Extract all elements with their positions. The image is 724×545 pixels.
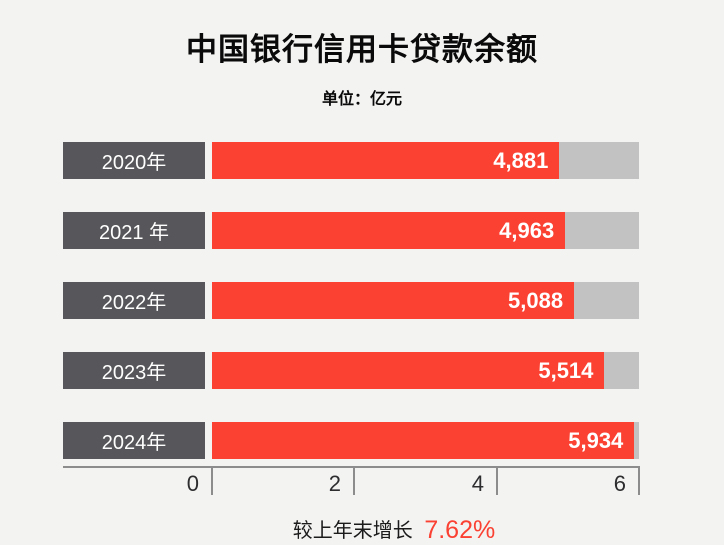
year-label-box: 2020年 xyxy=(63,142,205,179)
bar-value-label: 5,088 xyxy=(508,287,564,313)
growth-caption-text: 较上年末增长 xyxy=(292,520,413,542)
page-title: 中国银行信用卡贷款余额 xyxy=(186,32,538,67)
axis-tick xyxy=(353,468,355,495)
year-label-box: 2024年 xyxy=(63,422,205,459)
bar-2020: 4,881 xyxy=(212,142,560,179)
bar-value-label: 5,514 xyxy=(538,357,594,383)
year-label: 2023年 xyxy=(101,362,167,384)
year-label-box: 2023年 xyxy=(63,352,205,389)
bar-track: 5,088 xyxy=(212,282,639,319)
bar-row-2021: 2021 年 4,963 xyxy=(63,212,724,249)
axis-tick xyxy=(496,468,498,495)
axis-tick xyxy=(211,468,213,495)
year-label: 2024年 xyxy=(101,432,167,454)
bar-value-label: 4,881 xyxy=(493,147,549,173)
bar-2022: 5,088 xyxy=(212,282,575,319)
bar-row-2022: 2022年 5,088 xyxy=(63,282,724,319)
year-label-box: 2022年 xyxy=(63,282,205,319)
bar-2021: 4,963 xyxy=(212,212,566,249)
bar-track: 4,881 xyxy=(212,142,639,179)
bar-row-2020: 2020年 4,881 xyxy=(63,142,724,179)
axis-tick-label: 2 xyxy=(328,471,341,496)
bar-chart: 2020年 4,881 2021 年 4,963 2022年 xyxy=(0,142,724,498)
axis-tick xyxy=(638,468,640,495)
growth-caption: 较上年末增长 7.62% xyxy=(0,514,724,545)
growth-percentage: 7.62% xyxy=(424,516,496,544)
bar-2023: 5,514 xyxy=(212,352,605,389)
bar-row-2024: 2024年 5,934 xyxy=(63,422,724,459)
bar-value-label: 4,963 xyxy=(499,217,555,243)
year-label: 2022年 xyxy=(101,292,167,314)
bar-track: 5,514 xyxy=(212,352,639,389)
axis-tick-label: 4 xyxy=(471,471,484,496)
year-label: 2020年 xyxy=(101,152,167,174)
bar-value-label: 5,934 xyxy=(568,427,624,453)
year-label: 2021 年 xyxy=(98,222,170,244)
bar-2024: 5,934 xyxy=(212,422,635,459)
bar-row-2023: 2023年 5,514 xyxy=(63,352,724,389)
x-axis: 0 2 4 6 xyxy=(63,466,640,498)
year-label-box: 2021 年 xyxy=(63,212,205,249)
axis-tick-label: 0 xyxy=(186,471,199,496)
bar-track: 5,934 xyxy=(212,422,639,459)
axis-tick-label: 6 xyxy=(613,471,626,496)
bar-track: 4,963 xyxy=(212,212,639,249)
unit-label: 单位：亿元 xyxy=(321,91,402,108)
